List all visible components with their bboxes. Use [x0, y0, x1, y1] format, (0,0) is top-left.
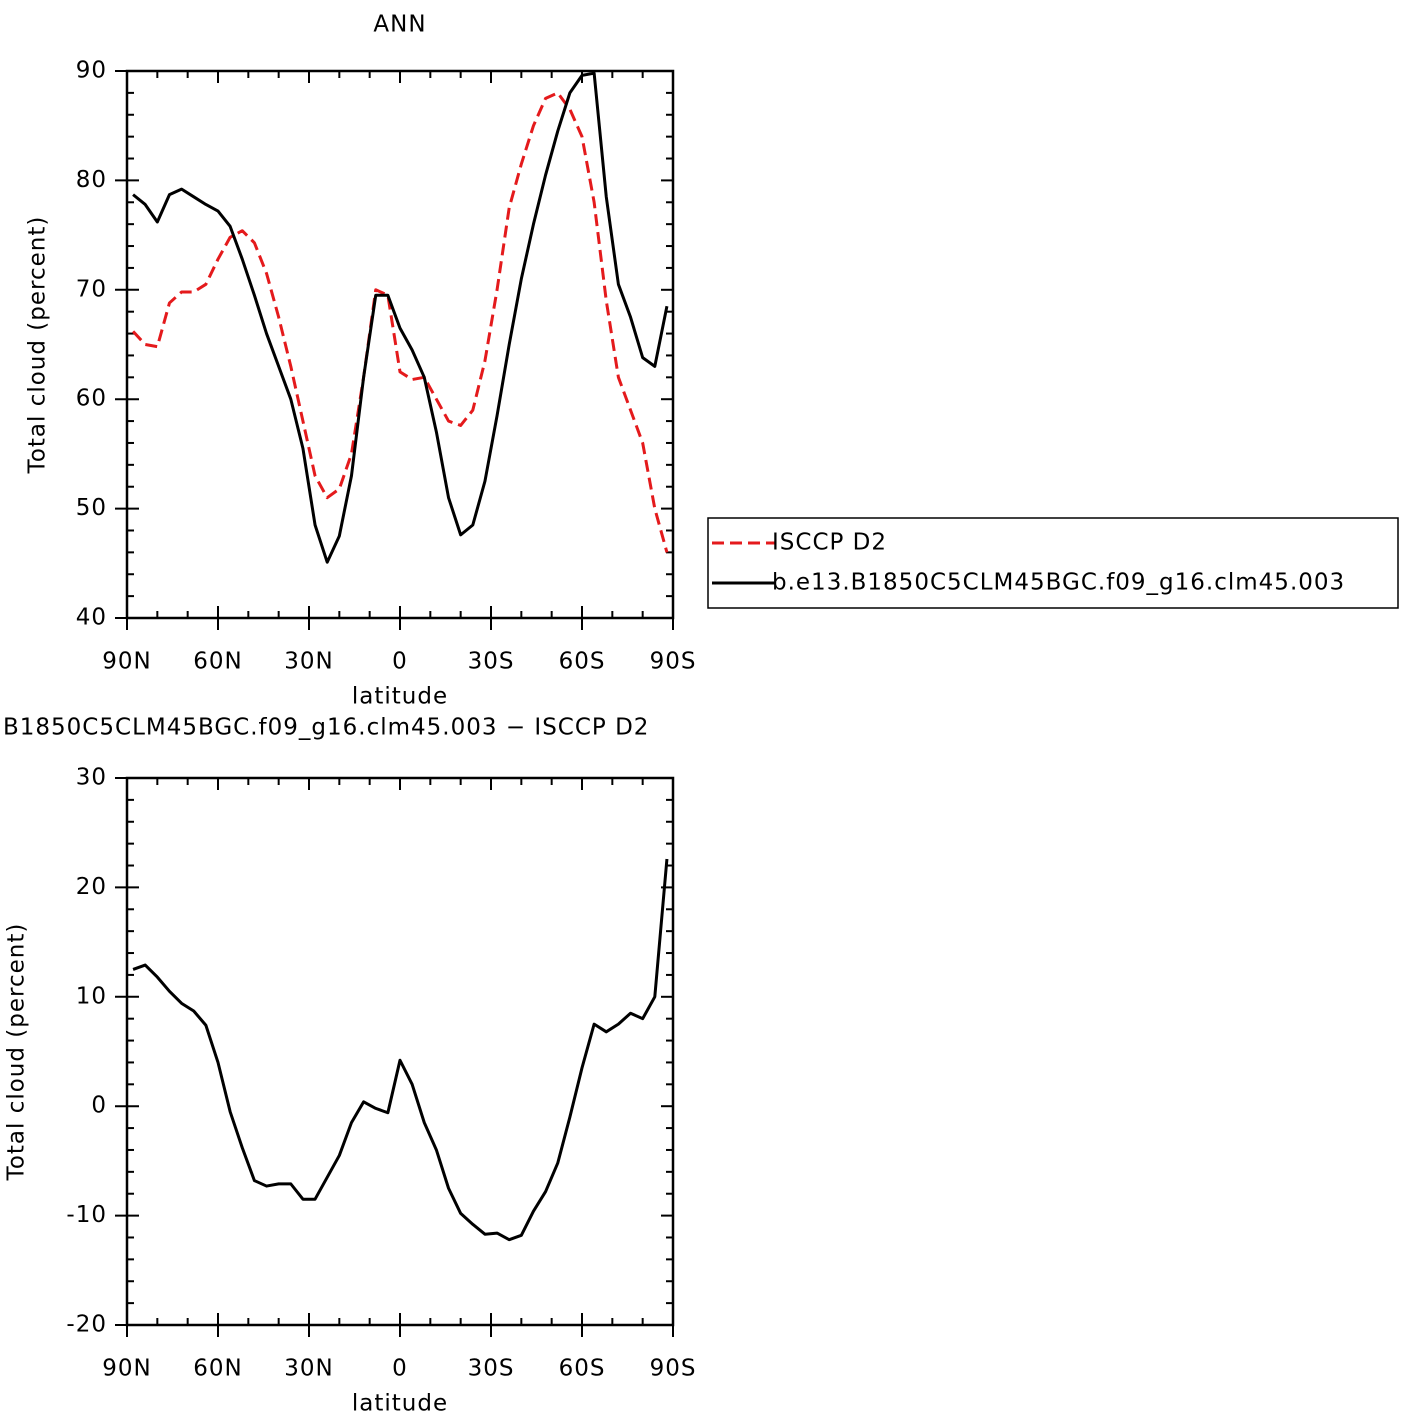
y-axis-label: Total cloud (percent)	[4, 923, 30, 1182]
x-tick-label: 30S	[468, 649, 515, 675]
y-tick-label: 0	[91, 1093, 107, 1119]
x-axis-label: latitude	[352, 684, 448, 710]
y-tick-label: 50	[76, 495, 107, 521]
data-line	[132, 858, 669, 1242]
y-tick-label: -10	[66, 1202, 107, 1228]
x-axis-label: latitude	[352, 1391, 448, 1417]
x-tick-label: 0	[392, 649, 408, 675]
y-tick-label: 70	[76, 276, 107, 302]
x-tick-label: 90N	[102, 649, 151, 675]
x-tick-label: 30N	[284, 1356, 333, 1382]
chart-title: B1850C5CLM45BGC.f09_g16.clm45.003 − ISCC…	[3, 715, 649, 741]
x-tick-label: 60N	[193, 1356, 242, 1382]
x-tick-label: 60N	[193, 649, 242, 675]
x-tick-label: 60S	[559, 1356, 606, 1382]
y-tick-label: 80	[76, 167, 107, 193]
y-tick-label: 30	[76, 765, 107, 791]
chart-title: ANN	[373, 12, 426, 38]
x-tick-label: 30S	[468, 1356, 515, 1382]
data-line	[132, 71, 669, 564]
y-tick-label: 20	[76, 874, 107, 900]
y-tick-label: 60	[76, 386, 107, 412]
plot-frame	[125, 776, 675, 1327]
y-tick-label: 90	[76, 58, 107, 84]
x-tick-label: 60S	[559, 649, 606, 675]
data-line	[131, 91, 669, 553]
y-tick-label: 10	[76, 983, 107, 1009]
y-tick-label: -20	[66, 1312, 107, 1338]
y-axis-label: Total cloud (percent)	[25, 216, 51, 475]
legend-label: ISCCP D2	[772, 530, 887, 556]
y-tick-label: 40	[76, 605, 107, 631]
x-tick-label: 0	[392, 1356, 408, 1382]
plot-frame	[125, 69, 675, 620]
legend-box	[707, 517, 1399, 609]
x-tick-label: 90S	[650, 1356, 697, 1382]
x-tick-label: 90N	[102, 1356, 151, 1382]
legend-label: b.e13.B1850C5CLM45BGC.f09_g16.clm45.003	[772, 570, 1345, 596]
x-tick-label: 90S	[650, 649, 697, 675]
x-tick-label: 30N	[284, 649, 333, 675]
